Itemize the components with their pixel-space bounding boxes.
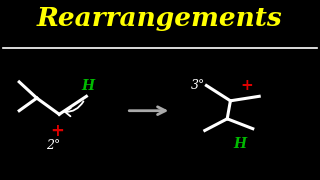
Text: Rearrangements: Rearrangements: [37, 6, 283, 31]
FancyArrowPatch shape: [65, 101, 84, 116]
Text: +: +: [240, 78, 253, 93]
Text: +: +: [51, 122, 65, 140]
Text: H: H: [233, 137, 247, 151]
Text: 2°: 2°: [46, 139, 60, 152]
Text: H: H: [81, 79, 95, 93]
Text: 3°: 3°: [191, 79, 205, 92]
